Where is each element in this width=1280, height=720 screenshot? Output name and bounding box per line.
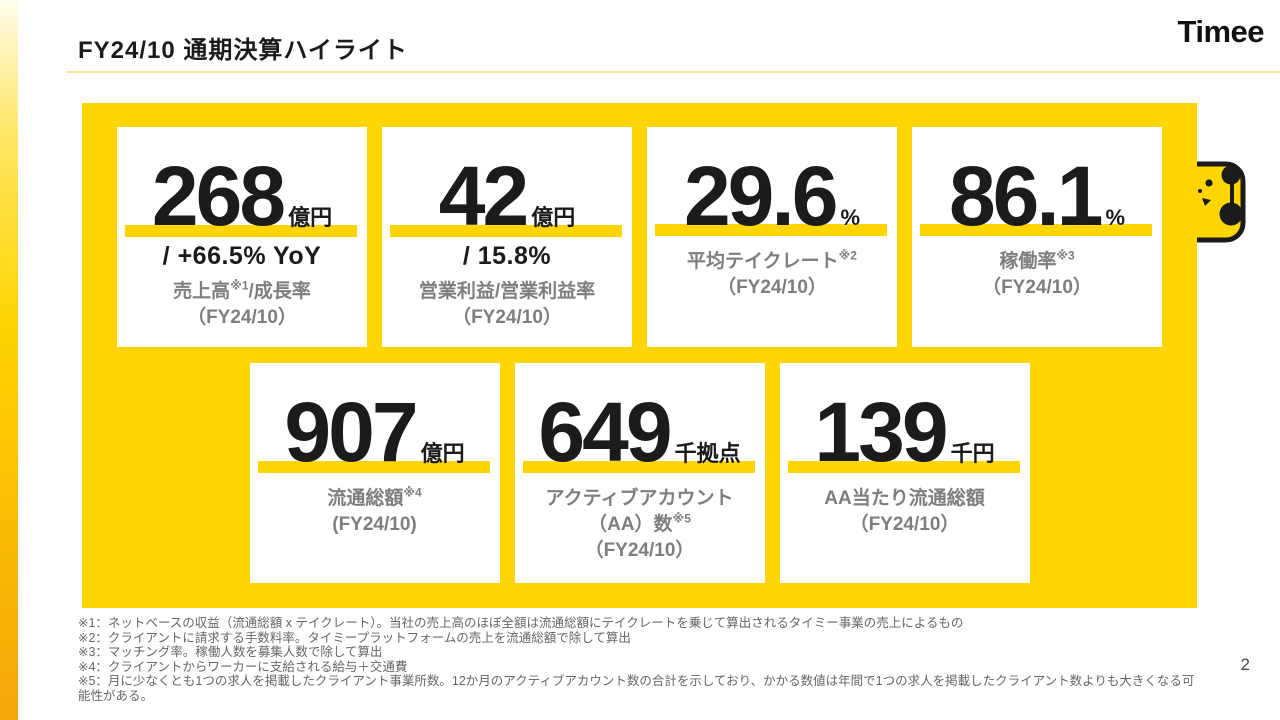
kpi-label-text: （AA）数 [588,514,673,535]
kpi-label: 流通総額※4 [327,486,421,512]
kpi-value: 907 [284,385,418,479]
kpi-value: 42 [438,149,529,243]
kpi-subline: / 15.8% [462,242,552,270]
number-highlight [787,461,1020,473]
kpi-panel: 268 億円 / +66.5% YoY 売上高※1/成長率 （FY24/10） … [82,103,1197,608]
kpi-row-2: 907 億円 流通総額※4 (FY24/10) 649 千拠点 アクティブアカウ… [117,363,1162,583]
kpi-row-1: 268 億円 / +66.5% YoY 売上高※1/成長率 （FY24/10） … [117,127,1162,347]
kpi-label: 営業利益/営業利益率 [418,281,596,302]
footnote-1: ※1：ネットベースの収益（流通総額 x テイクレート）。当社の売上高のほぼ全額は… [78,616,964,630]
kpi-card-fill-rate: 86.1 % 稼働率※3 （FY24/10） [912,127,1162,347]
kpi-label-text: 平均テイクレート [687,251,839,272]
kpi-unit: 億円 [288,205,333,230]
kpi-value: 649 [538,385,672,479]
kpi-label-block: 売上高※1/成長率 （FY24/10） [173,279,311,331]
kpi-unit: 千拠点 [674,441,741,466]
number-highlight [125,225,357,237]
kpi-label: アクティブアカウント [545,488,734,509]
kpi-unit: 千円 [950,441,995,466]
kpi-label-line2: （AA）数※5 [546,512,734,538]
kpi-period: （FY24/10） [452,307,562,328]
footnote-5: ※5：月に少なくとも1つの求人を掲載したクライアント事業所数。12か月のアクティ… [78,674,1195,703]
footnote-4: ※4：クライアントからワーカーに支給される給与＋交通費 [78,659,408,674]
kpi-card-active-accounts: 649 千拠点 アクティブアカウント （AA）数※5 （FY24/10） [514,363,765,583]
kpi-label-block: 営業利益/営業利益率 （FY24/10） [419,279,595,331]
kpi-number: 29.6 % [647,149,897,243]
kpi-label-block: 流通総額※4 (FY24/10) [327,486,421,538]
kpi-card-gmv-per-account: 139 千円 AA当たり流通総額 （FY24/10） [779,363,1030,583]
kpi-label: 平均テイクレート※2 [687,249,857,275]
kpi-label: 売上高※1/成長率 [173,279,311,305]
kpi-value: 139 [814,385,948,479]
kpi-value: 268 [151,149,286,243]
kpi-number: 907 億円 [250,385,500,479]
number-highlight [655,224,887,236]
kpi-label: AA当たり流通総額 [824,488,985,509]
kpi-period: （FY24/10） [187,307,297,328]
kpi-card-operating-profit: 42 億円 / 15.8% 営業利益/営業利益率 （FY24/10） [382,127,632,347]
number-highlight [257,461,490,473]
kpi-label-block: 稼働率※3 （FY24/10） [982,249,1092,301]
kpi-unit: 億円 [531,205,576,230]
page-number: 2 [1240,655,1250,674]
footnote-ref: ※2 [838,248,857,263]
kpi-label-text: 稼働率 [999,251,1057,272]
kpi-label-text: 売上高 [173,281,231,302]
footnote-3: ※3：マッチング率。稼働人数を募集人数で除して算出 [78,645,383,659]
kpi-label-text-after: /成長率 [248,281,311,302]
kpi-card-take-rate: 29.6 % 平均テイクレート※2 （FY24/10） [647,127,897,347]
number-highlight [522,461,755,473]
footnotes: ※1：ネットベースの収益（流通総額 x テイクレート）。当社の売上高のほぼ全額は… [78,616,1198,703]
footnote-2: ※2：クライアントに請求する手数料率。タイミープラットフォームの売上を流通総額で… [78,630,631,645]
kpi-card-revenue: 268 億円 / +66.5% YoY 売上高※1/成長率 （FY24/10） [117,127,367,347]
number-highlight [920,224,1152,236]
footnote-ref: ※5 [672,511,691,526]
kpi-unit: % [1105,205,1126,230]
number-highlight [390,225,622,237]
kpi-value: 29.6 [683,149,838,243]
kpi-period: （FY24/10） [982,277,1092,298]
kpi-number: 139 千円 [780,385,1030,479]
footnote-ref: ※1 [230,278,249,293]
kpi-label-block: アクティブアカウント （AA）数※5 （FY24/10） [546,486,734,564]
kpi-number: 86.1 % [912,149,1162,243]
kpi-period: （FY24/10） [717,277,827,298]
kpi-label-text: 流通総額 [327,488,404,509]
kpi-card-gmv: 907 億円 流通総額※4 (FY24/10) [249,363,500,583]
kpi-period: (FY24/10) [332,514,417,535]
kpi-unit: % [840,205,861,230]
footnote-ref: ※4 [403,485,422,500]
kpi-label-block: 平均テイクレート※2 （FY24/10） [687,249,857,301]
kpi-label: 稼働率※3 [982,249,1092,275]
kpi-value: 86.1 [948,149,1103,243]
footnote-ref: ※3 [1056,248,1075,263]
kpi-number: 649 千拠点 [515,385,765,479]
kpi-unit: 億円 [420,441,465,466]
left-accent-stripe [0,0,18,720]
title-divider [66,71,1280,73]
kpi-label-block: AA当たり流通総額 （FY24/10） [824,486,984,538]
kpi-period: （FY24/10） [584,540,695,561]
kpi-period: （FY24/10） [849,514,960,535]
kpi-number: 42 億円 [382,149,632,243]
page-title: FY24/10 通期決算ハイライト [78,37,408,64]
kpi-subline: / +66.5% YoY [162,242,322,270]
timee-logo: Timee [1177,14,1264,49]
kpi-number: 268 億円 [117,149,367,243]
